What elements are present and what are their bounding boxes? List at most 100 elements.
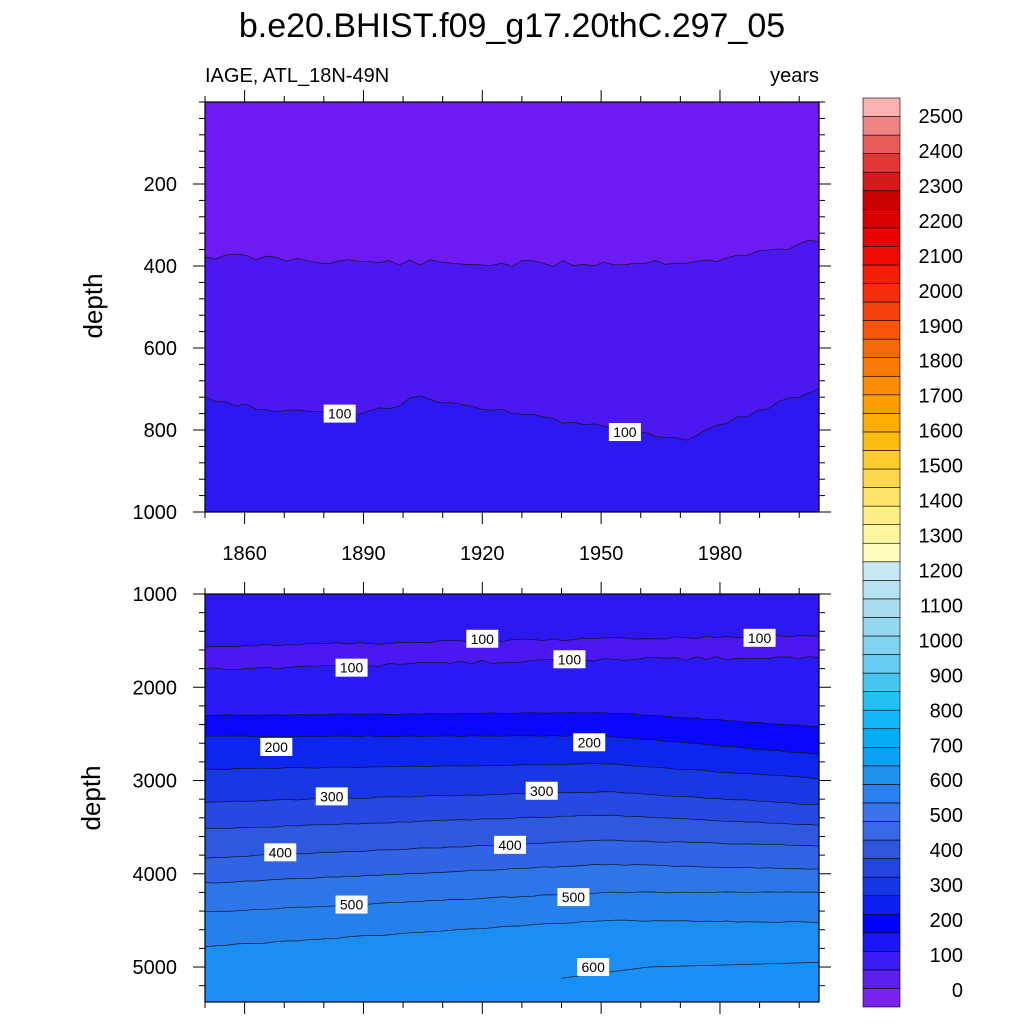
lower-y-axis-label: depth — [76, 765, 106, 830]
colorbar-tick-label: 400 — [930, 840, 963, 862]
chart-title: b.e20.BHIST.f09_g17.20thC.297_05 — [239, 7, 785, 45]
lower-contour-label: 300 — [525, 781, 558, 800]
upper-contour-line — [205, 239, 819, 267]
colorbar-swatch — [862, 505, 901, 525]
contour-label-text: 200 — [578, 734, 602, 750]
colorbar-swatch — [862, 839, 901, 859]
lower-y-tick-label: 1000 — [133, 584, 178, 606]
contour-label-text: 500 — [562, 889, 586, 905]
lower-contour-line — [205, 791, 819, 805]
colorbar-tick-label: 1300 — [919, 526, 964, 548]
lower-contour-label: 200 — [260, 737, 293, 756]
colorbar-tick-label: 1900 — [919, 316, 964, 338]
colorbar-swatch — [862, 468, 901, 488]
lower-contour-line — [205, 863, 819, 884]
colorbar-tick-label: 700 — [930, 735, 963, 757]
contour-label-box — [525, 781, 558, 800]
contour-label-text: 100 — [558, 651, 582, 667]
colorbar-swatch — [862, 988, 901, 1008]
colorbar-tick-label: 500 — [930, 805, 963, 827]
upper-left-title: IAGE, ATL_18N-49N — [205, 65, 389, 87]
upper-y-tick-label: 800 — [144, 420, 177, 442]
colorbar-swatch — [862, 765, 901, 785]
colorbar-swatch — [862, 190, 901, 210]
colorbar-tick-label: 0 — [952, 980, 963, 1002]
contour-label-box — [557, 888, 590, 907]
upper-right-title: years — [770, 65, 819, 87]
colorbar-swatch — [862, 895, 901, 915]
upper-x-tick-label: 1980 — [698, 543, 743, 565]
colorbar-tick-label: 1600 — [919, 421, 964, 443]
lower-plot-area: 1000 2000 3000 4000 5000 100 100 100 100 200 200 30… — [133, 582, 831, 1014]
lower-contour-label: 400 — [494, 835, 527, 854]
contour-label-text: 300 — [530, 783, 554, 799]
colorbar-tick-label: 1100 — [920, 595, 963, 617]
lower-contour-line — [205, 763, 819, 780]
lower-contour-line — [205, 656, 819, 671]
contour-label-box — [335, 895, 368, 914]
colorbar-tick-label: 2400 — [919, 141, 964, 163]
colorbar-swatch — [862, 876, 901, 896]
colorbar-swatch — [862, 171, 901, 192]
upper-contour-line — [205, 388, 819, 441]
lower-frame — [204, 593, 820, 1003]
lower-contour-band — [262, 962, 819, 1002]
colorbar-tick-label: 1000 — [919, 630, 964, 652]
colorbar-swatch — [862, 153, 901, 173]
upper-x-tick-label: 1920 — [460, 543, 505, 565]
lower-y-tick-label: 2000 — [133, 677, 178, 699]
lower-contour-line — [205, 735, 819, 755]
contour-label-text: 100 — [613, 424, 637, 440]
lower-y-tick-label: 5000 — [133, 957, 178, 979]
colorbar-tick-label: 1200 — [919, 560, 964, 582]
lower-contour-label: 100 — [335, 658, 368, 677]
contour-label-text: 300 — [320, 788, 344, 804]
colorbar-swatch — [862, 524, 901, 544]
upper-plot-area: 200 400 600 800 1000 100 100 1860 1890 1920 1950 19… — [133, 90, 831, 565]
colorbar-tick-label: 2500 — [919, 106, 964, 128]
lower-contour-line — [205, 711, 819, 727]
colorbar-tick-label: 1800 — [919, 351, 964, 373]
colorbar-swatch — [862, 913, 901, 934]
colorbar-swatch — [862, 134, 901, 154]
colorbar-swatch — [862, 858, 901, 878]
colorbar-swatch — [862, 227, 901, 247]
contour-label-text: 400 — [498, 837, 522, 853]
colorbar-swatch — [862, 598, 901, 618]
upper-y-tick-label: 1000 — [133, 502, 178, 524]
colorbar-tick-label: 2100 — [919, 246, 964, 268]
lower-contour-line — [205, 635, 819, 648]
colorbar-swatch — [862, 301, 901, 321]
contour-label-box — [743, 628, 776, 647]
contour-label-box — [466, 629, 499, 648]
colorbar-swatch — [862, 784, 901, 804]
contour-label-text: 100 — [340, 660, 364, 676]
colorbar-tick-label: 1500 — [919, 456, 964, 478]
upper-y-tick-label: 600 — [144, 338, 177, 360]
lower-contour-label: 100 — [743, 628, 776, 647]
upper-x-tick-label: 1860 — [222, 543, 267, 565]
lower-contour-line — [205, 919, 819, 948]
colorbar-swatch — [862, 951, 901, 971]
contour-label-box — [608, 423, 641, 442]
upper-x-tick-label: 1890 — [341, 543, 386, 565]
contour-label-text: 600 — [582, 959, 606, 975]
lower-y-tick-label: 3000 — [133, 771, 178, 793]
contour-label-box — [315, 787, 348, 806]
colorbar-tick-label: 300 — [930, 875, 963, 897]
upper-contour-label: 100 — [608, 423, 641, 442]
colorbar-tick-label: 800 — [930, 700, 963, 722]
upper-y-tick-label: 400 — [144, 256, 177, 278]
colorbar-swatch — [862, 635, 901, 655]
contour-label-box — [494, 835, 527, 854]
colorbar-tick-label: 1700 — [919, 386, 964, 408]
upper-x-tick-label: 1950 — [579, 543, 624, 565]
contour-label-text: 100 — [328, 406, 352, 422]
colorbar-tick-label: 2200 — [919, 211, 964, 233]
lower-contour-label: 100 — [466, 629, 499, 648]
colorbar-swatch — [862, 357, 901, 377]
colorbar-swatch — [862, 431, 901, 451]
colorbar-swatch — [862, 487, 901, 507]
upper-frame — [204, 101, 820, 513]
